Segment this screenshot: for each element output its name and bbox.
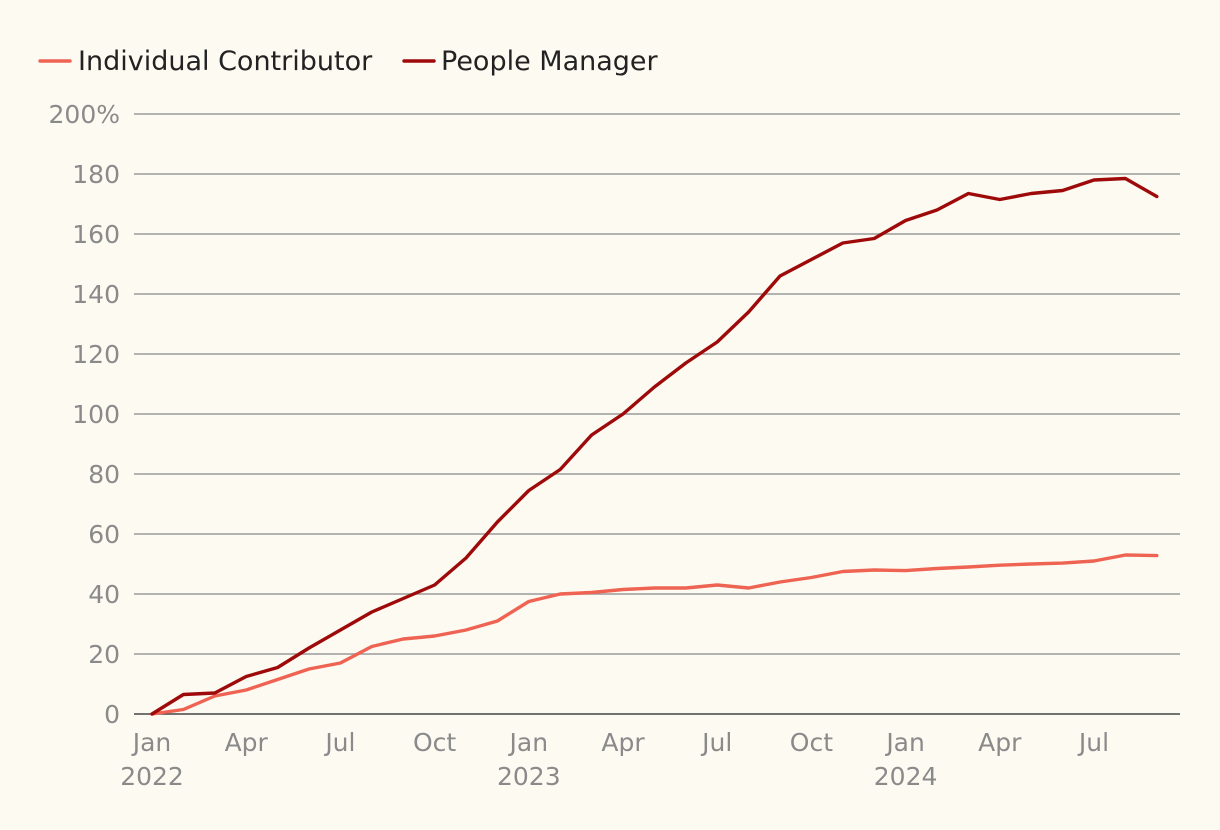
y-tick-label: 160	[72, 220, 120, 249]
y-tick-label: 0	[104, 700, 120, 729]
x-tick-year-label: 2022	[120, 762, 184, 791]
x-tick-label: Apr	[978, 728, 1022, 757]
x-tick-label: Jul	[1077, 728, 1109, 757]
legend-label-2: People Manager	[441, 46, 659, 77]
grid-lines	[134, 113, 1180, 715]
x-tick-year-label: 2023	[497, 762, 561, 791]
y-tick-label: 120	[72, 340, 120, 369]
series-line-individual-contributor	[150, 553, 1159, 716]
x-tick-label: Jan	[508, 728, 549, 757]
y-axis-ticks: 0 20 40 60 80 100 120 140 160 180 200%	[49, 100, 120, 729]
x-tick-label: Apr	[601, 728, 645, 757]
x-tick-label: Jan	[884, 728, 925, 757]
y-tick-label: 60	[88, 520, 120, 549]
y-tick-label: 180	[72, 160, 120, 189]
x-tick-label: Jan	[131, 728, 172, 757]
x-tick-label: Apr	[225, 728, 269, 757]
series-lines	[150, 176, 1159, 716]
x-tick-label: Oct	[790, 728, 833, 757]
x-tick-label: Jul	[700, 728, 732, 757]
legend: Individual Contributor People Manager	[38, 46, 659, 77]
y-tick-label: 20	[88, 640, 120, 669]
y-tick-label: 140	[72, 280, 120, 309]
legend-label-1: Individual Contributor	[78, 46, 373, 77]
y-tick-label: 40	[88, 580, 120, 609]
x-axis-ticks: Jan 2022 Apr Jul Oct Jan 2023 Apr Jul Oct Jan 2024 A…	[120, 728, 1109, 791]
y-tick-label: 80	[88, 460, 120, 489]
x-tick-label: Jul	[323, 728, 355, 757]
x-tick-year-label: 2024	[874, 762, 938, 791]
y-tick-label: 200%	[49, 100, 120, 129]
series-line-people-manager	[150, 176, 1159, 716]
x-tick-label: Oct	[413, 728, 456, 757]
y-tick-label: 100	[72, 400, 120, 429]
